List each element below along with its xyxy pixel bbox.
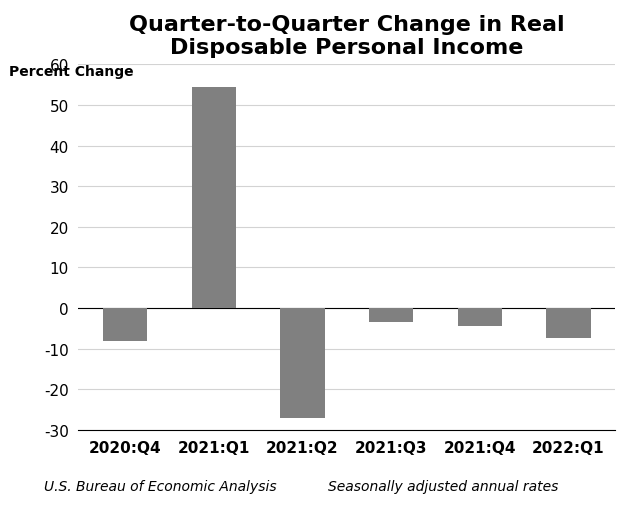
Bar [192,87,236,309]
Bar [280,309,324,418]
Bar [546,309,590,339]
Title: Quarter-to-Quarter Change in Real
Disposable Personal Income: Quarter-to-Quarter Change in Real Dispos… [129,15,564,58]
Bar [457,309,502,327]
Text: Percent Change: Percent Change [9,65,134,79]
Text: Seasonally adjusted annual rates: Seasonally adjusted annual rates [328,479,558,493]
Bar [369,309,413,323]
Text: U.S. Bureau of Economic Analysis: U.S. Bureau of Economic Analysis [44,479,277,493]
Bar [103,309,147,341]
